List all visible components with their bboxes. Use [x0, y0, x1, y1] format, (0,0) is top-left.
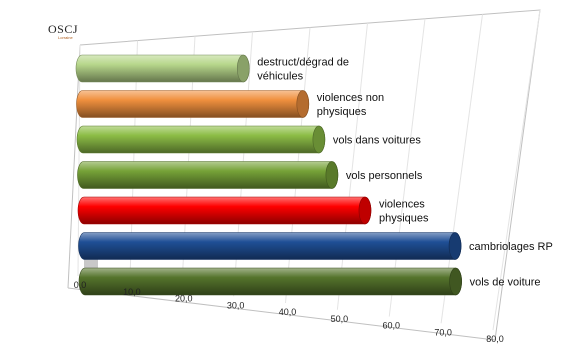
logo-subtext: Lorraine — [58, 35, 73, 40]
category-labels: destruct/dégrad de véhicules violences non… — [257, 57, 553, 289]
bar-2 — [76, 125, 326, 154]
gridline — [77, 44, 81, 277]
bar-cap-0 — [236, 54, 250, 83]
bar-cap-6 — [449, 267, 462, 296]
x-tick-label: 20,0 — [175, 294, 193, 304]
gridline — [388, 18, 426, 317]
chart-left-edge — [67, 44, 81, 289]
x-tick-label: 0,0 — [74, 280, 87, 290]
bar-3 — [77, 161, 339, 189]
bars-group — [75, 54, 462, 296]
bar-label-6: vols de voiture — [470, 277, 541, 289]
x-tick-label: 60,0 — [382, 321, 400, 331]
bar-label-1: violences non physiques — [317, 92, 384, 118]
chart-floor-edge — [67, 287, 496, 341]
bar-0 — [75, 54, 250, 83]
bar-cap-1 — [296, 90, 310, 118]
x-tick-label: 40,0 — [279, 307, 297, 317]
x-tick-label: 70,0 — [434, 327, 452, 337]
bar-cap-2 — [312, 125, 326, 154]
bar-5 — [78, 232, 462, 260]
bar-cap-4 — [358, 196, 372, 225]
bar-cap-5 — [448, 232, 462, 260]
bar-label-3: vols personnels — [346, 170, 423, 182]
x-axis-ticks: 0,0 10,0 20,0 30,0 40,0 50,0 60,0 70,0 80,0 — [74, 280, 504, 344]
gridline — [492, 9, 541, 331]
bar-label-2: vols dans voitures — [333, 135, 422, 147]
bar-4 — [77, 196, 372, 225]
x-tick-label: 80,0 — [486, 334, 504, 344]
x-tick-label: 10,0 — [123, 287, 141, 297]
x-tick-label: 50,0 — [331, 314, 349, 324]
bar-label-5: cambriolages RP — [469, 241, 553, 253]
bar-cap-3 — [325, 161, 339, 189]
bar-label-4: violences physiques — [379, 199, 429, 225]
x-tick-label: 30,0 — [227, 300, 245, 310]
logo-text: OSCJ — [48, 22, 78, 36]
bar-1 — [76, 90, 310, 118]
oscj-logo: OSCJ Lorraine — [48, 22, 78, 40]
gridline — [336, 23, 368, 310]
bar-label-0: destruct/dégrad de véhicules — [257, 57, 349, 83]
